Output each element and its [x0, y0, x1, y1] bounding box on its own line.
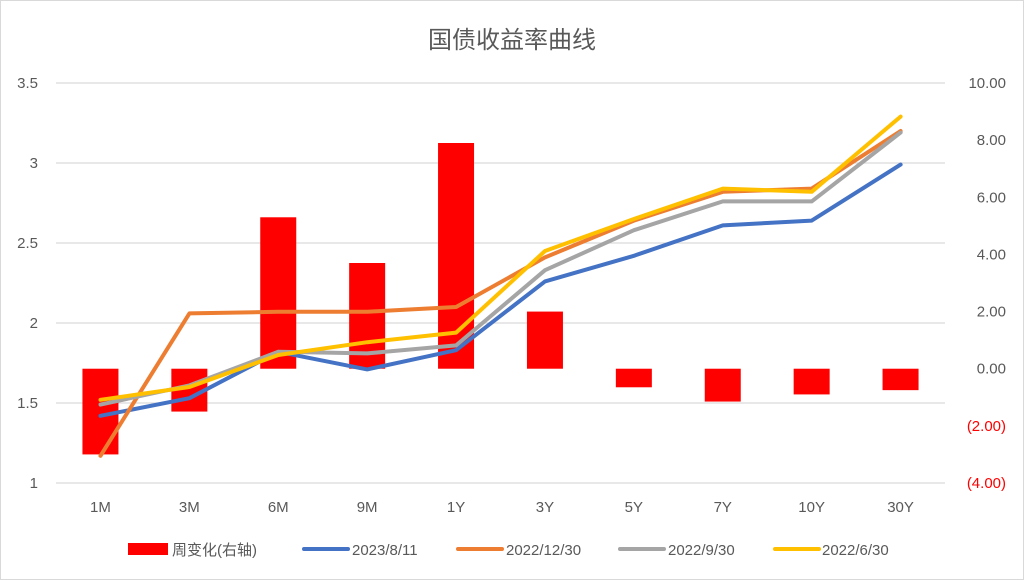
left-axis-tick: 2 [30, 315, 38, 332]
left-axis-tick: 3 [30, 155, 38, 172]
left-axis-tick: 2.5 [17, 235, 38, 252]
bar-30Y [882, 368, 919, 391]
legend-label: 周变化(右轴) [172, 542, 257, 559]
category-label: 3M [179, 499, 200, 516]
right-axis: 10.00 8.00 6.00 4.00 2.00 0.00 (2.00) (4.00) [967, 75, 1006, 492]
category-label: 30Y [887, 499, 914, 516]
left-axis: 3.5 3 2.5 2 1.5 1 [17, 75, 38, 492]
category-label: 1M [90, 499, 111, 516]
bar-5Y [615, 368, 652, 388]
right-axis-tick: 10.00 [968, 75, 1006, 92]
category-label: 6M [268, 499, 289, 516]
category-label: 1Y [447, 499, 465, 516]
line-series-2022-9-30 [98, 130, 903, 407]
category-label: 5Y [625, 499, 643, 516]
category-label: 10Y [798, 499, 825, 516]
right-axis-tick: 2.00 [977, 304, 1006, 321]
legend-label: 2022/12/30 [506, 542, 581, 559]
line-series-2022-6-30 [98, 114, 903, 402]
right-axis-tick: 4.00 [977, 246, 1006, 263]
right-axis-tick: 6.00 [977, 189, 1006, 206]
category-label: 9M [357, 499, 378, 516]
left-axis-tick: 1.5 [17, 395, 38, 412]
right-axis-tick: (2.00) [967, 418, 1006, 435]
yield-lines [98, 114, 903, 458]
left-axis-tick: 1 [30, 475, 38, 492]
right-axis-tick: 8.00 [977, 132, 1006, 149]
line-series-2023-8-11 [98, 162, 903, 418]
legend-label: 2022/6/30 [822, 542, 889, 559]
bar-7Y [704, 368, 741, 402]
right-axis-tick: 0.00 [977, 361, 1006, 378]
bar-10Y [793, 368, 830, 395]
legend-label: 2022/9/30 [668, 542, 735, 559]
left-axis-tick: 3.5 [17, 75, 38, 92]
bar-6M [260, 217, 297, 369]
bar-3Y [526, 311, 563, 369]
legend-swatch-bar [128, 543, 168, 555]
x-axis: 1M 3M 6M 9M 1Y 3Y 5Y 7Y 10Y 30Y [90, 499, 914, 516]
chart-title: 国债收益率曲线 [428, 27, 596, 54]
category-label: 3Y [536, 499, 554, 516]
right-axis-tick: (4.00) [967, 475, 1006, 492]
legend: 周变化(右轴) 2023/8/11 2022/12/30 2022/9/30 2022/… [128, 542, 889, 559]
legend-label: 2023/8/11 [352, 542, 418, 559]
category-label: 7Y [714, 499, 732, 516]
